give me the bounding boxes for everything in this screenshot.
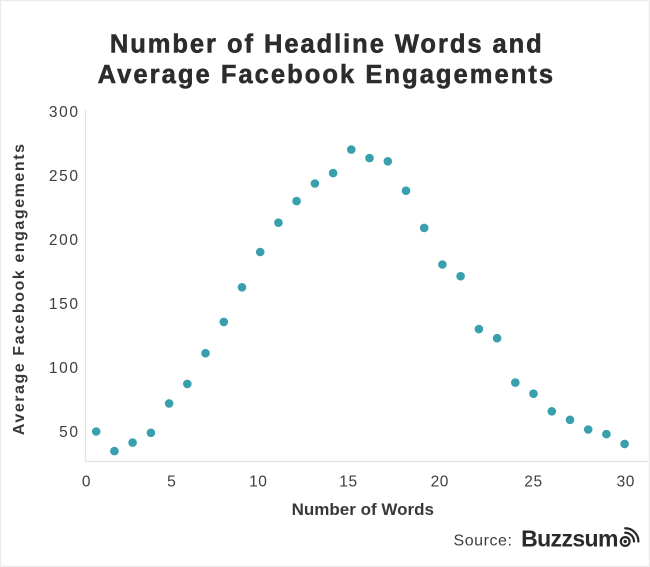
- svg-text:50: 50: [59, 424, 79, 441]
- svg-text:200: 200: [49, 232, 80, 249]
- svg-text:Source:: Source:: [454, 533, 513, 550]
- svg-text:Average Facebook Engagements: Average Facebook Engagements: [98, 61, 556, 89]
- svg-text:30: 30: [617, 473, 635, 490]
- svg-text:150: 150: [49, 296, 80, 313]
- svg-text:0: 0: [82, 473, 91, 490]
- svg-text:Number of Words: Number of Words: [292, 500, 434, 519]
- svg-text:250: 250: [49, 168, 80, 185]
- svg-text:25: 25: [524, 473, 542, 490]
- svg-text:Average Facebook engagements: Average Facebook engagements: [11, 142, 28, 435]
- svg-text:5: 5: [167, 473, 176, 490]
- svg-text:Buzzsum: Buzzsum: [521, 526, 618, 552]
- svg-text:20: 20: [431, 473, 449, 490]
- svg-text:Number of Headline Words and: Number of Headline Words and: [110, 31, 544, 59]
- svg-text:100: 100: [49, 360, 80, 377]
- svg-text:10: 10: [249, 473, 267, 490]
- svg-text:15: 15: [339, 473, 357, 490]
- svg-text:300: 300: [49, 104, 80, 121]
